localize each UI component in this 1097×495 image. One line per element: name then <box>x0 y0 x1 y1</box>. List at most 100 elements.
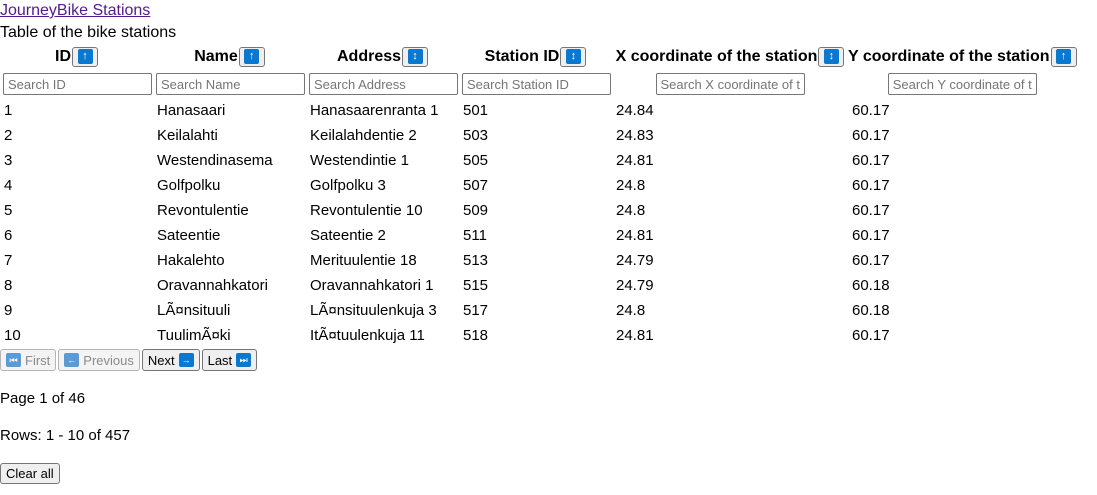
x-coordinate-cell: 24.8 <box>616 177 646 194</box>
x-coordinate-cell: 24.81 <box>616 152 654 169</box>
next-page-button[interactable]: Next → <box>141 349 200 371</box>
station-id-cell: 518 <box>463 327 489 344</box>
address-cell: Hanasaarenranta 1 <box>310 102 439 119</box>
sort-address-button[interactable]: ↕ <box>402 46 429 67</box>
y-coordinate-cell: 60.17 <box>852 227 890 244</box>
column-header-y-coordinate: Y coordinate of the station ↑ <box>848 43 1077 70</box>
search-address-input[interactable] <box>309 73 458 95</box>
name-cell: Keilalahti <box>157 127 218 144</box>
station-id-cell: 505 <box>463 152 489 169</box>
arrow-up-down-icon: ↕ <box>565 49 581 64</box>
clear-all-button[interactable]: Clear all <box>0 463 60 484</box>
header-row: ID ↑ Name ↑ Address ↕ Station ID ↕ X coo… <box>0 43 1077 70</box>
pagination-controls: ⏮ First ← Previous Next → Last ⏭ <box>0 349 258 371</box>
table-row: 10 TuulimÃ¤ki ItÃ¤tuulenkuja 11 518 24.8… <box>0 323 1077 348</box>
name-cell: Revontulentie <box>157 202 249 219</box>
address-cell: Oravannahkatori 1 <box>310 277 434 294</box>
column-label: Station ID <box>484 47 560 65</box>
table-row: 3 Westendinasema Westendintie 1 505 24.8… <box>0 148 1077 173</box>
y-coordinate-cell: 60.17 <box>852 252 890 269</box>
name-cell: Golfpolku <box>157 177 221 194</box>
table-row: 4 Golfpolku Golfpolku 3 507 24.8 60.17 <box>0 173 1077 198</box>
last-page-button[interactable]: Last ⏭ <box>201 349 258 371</box>
x-coordinate-cell: 24.84 <box>616 102 654 119</box>
id-cell: 8 <box>4 277 13 294</box>
sort-id-button[interactable]: ↑ <box>72 46 98 67</box>
arrow-right-icon: → <box>178 353 194 367</box>
table-row: 2 Keilalahti Keilalahdentie 2 503 24.83 … <box>0 123 1077 148</box>
address-cell: Merituulentie 18 <box>310 252 417 269</box>
y-coordinate-cell: 60.17 <box>852 102 890 119</box>
x-coordinate-cell: 24.81 <box>616 327 654 344</box>
rows-indicator: Rows: 1 - 10 of 457 <box>0 427 131 444</box>
first-page-button[interactable]: ⏮ First <box>0 349 57 371</box>
table-row: 9 LÃ¤nsituuli LÃ¤nsituulenkuja 3 517 24.… <box>0 298 1077 323</box>
id-cell: 5 <box>4 202 13 219</box>
station-id-cell: 515 <box>463 277 489 294</box>
name-cell: Hanasaari <box>157 102 226 119</box>
id-cell: 9 <box>4 302 13 319</box>
x-coordinate-cell: 24.83 <box>616 127 654 144</box>
table-row: 5 Revontulentie Revontulentie 10 509 24.… <box>0 198 1077 223</box>
stations-table: ID ↑ Name ↑ Address ↕ Station ID ↕ X coo… <box>0 43 1077 348</box>
address-cell: Golfpolku 3 <box>310 177 386 194</box>
x-coordinate-cell: 24.8 <box>616 202 646 219</box>
station-id-cell: 513 <box>463 252 489 269</box>
search-name-input[interactable] <box>156 73 305 95</box>
address-cell: LÃ¤nsituulenkuja 3 <box>310 302 437 319</box>
search-x-coordinate-input[interactable] <box>655 73 805 95</box>
column-label: Y coordinate of the station <box>848 47 1050 65</box>
station-id-cell: 503 <box>463 127 489 144</box>
y-coordinate-cell: 60.17 <box>852 127 890 144</box>
table-row: 1 Hanasaari Hanasaarenranta 1 501 24.84 … <box>0 98 1077 123</box>
id-cell: 2 <box>4 127 13 144</box>
y-coordinate-cell: 60.18 <box>852 302 890 319</box>
next-page-label: Next <box>147 352 175 368</box>
address-cell: Westendintie 1 <box>310 152 409 169</box>
column-header-x-coordinate: X coordinate of the station ↕ <box>612 43 848 70</box>
name-cell: TuulimÃ¤ki <box>157 327 231 344</box>
arrow-up-icon: ↑ <box>1056 49 1071 64</box>
id-cell: 4 <box>4 177 13 194</box>
x-coordinate-cell: 24.79 <box>616 277 654 294</box>
table-row: 6 Sateentie Sateentie 2 511 24.81 60.17 <box>0 223 1077 248</box>
arrow-up-icon: ↑ <box>244 49 260 64</box>
y-coordinate-cell: 60.17 <box>852 152 890 169</box>
column-header-station-id: Station ID ↕ <box>459 43 612 70</box>
column-header-address: Address ↕ <box>306 43 459 70</box>
station-id-cell: 517 <box>463 302 489 319</box>
sort-name-button[interactable]: ↑ <box>238 46 265 67</box>
y-coordinate-cell: 60.17 <box>852 177 890 194</box>
table-caption: Table of the bike stations <box>0 24 177 41</box>
previous-page-button[interactable]: ← Previous <box>58 349 140 371</box>
search-station-id-input[interactable] <box>462 73 611 95</box>
station-id-cell: 511 <box>463 227 487 244</box>
sort-y-coordinate-button[interactable]: ↑ <box>1050 46 1077 67</box>
id-cell: 6 <box>4 227 13 244</box>
name-cell: Westendinasema <box>157 152 273 169</box>
arrow-left-icon: ← <box>64 353 80 367</box>
station-id-cell: 501 <box>463 102 489 119</box>
filter-cell <box>848 70 1077 98</box>
filter-cell <box>153 70 306 98</box>
address-cell: Revontulentie 10 <box>310 202 423 219</box>
address-cell: Keilalahdentie 2 <box>310 127 417 144</box>
filter-cell <box>0 70 153 98</box>
first-page-label: First <box>25 352 51 368</box>
address-cell: Sateentie 2 <box>310 227 386 244</box>
y-coordinate-cell: 60.18 <box>852 277 890 294</box>
search-y-coordinate-input[interactable] <box>887 73 1037 95</box>
search-id-input[interactable] <box>3 73 152 95</box>
id-cell: 3 <box>4 152 13 169</box>
column-label: ID <box>55 47 71 65</box>
x-coordinate-cell: 24.81 <box>616 227 654 244</box>
arrow-up-icon: ↑ <box>77 49 93 64</box>
app-title-link[interactable]: JourneyBike Stations <box>0 2 151 19</box>
name-cell: LÃ¤nsituuli <box>157 302 231 319</box>
table-row: 7 Hakalehto Merituulentie 18 513 24.79 6… <box>0 248 1077 273</box>
column-label: Name <box>194 47 238 65</box>
sort-x-coordinate-button[interactable]: ↕ <box>818 46 845 67</box>
name-cell: Hakalehto <box>157 252 225 269</box>
sort-station-id-button[interactable]: ↕ <box>560 46 587 67</box>
